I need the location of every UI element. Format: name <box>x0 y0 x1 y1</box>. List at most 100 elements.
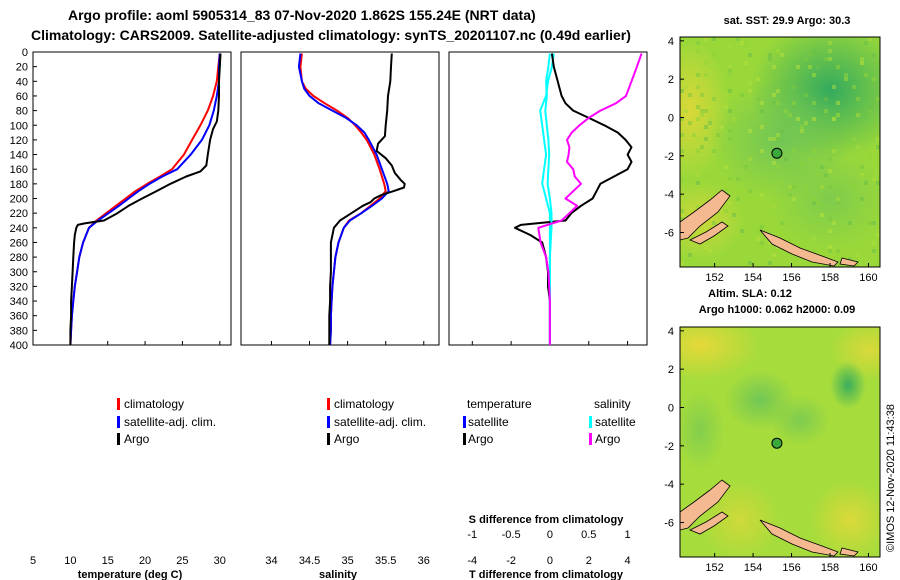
salinity-axes-frame <box>240 51 440 346</box>
sst-pixel <box>876 97 880 101</box>
sst-pixel <box>776 165 780 169</box>
small-island <box>839 257 859 267</box>
sst-pixel <box>812 197 816 201</box>
depth-tick-label: 60 <box>16 91 28 103</box>
sst-pixel <box>828 41 832 45</box>
depth-tick-label: 20 <box>16 62 28 74</box>
map-x-tick-label: 154 <box>744 562 762 574</box>
sst-pixel <box>696 73 700 77</box>
sst-pixel <box>772 137 776 141</box>
sst-pixel <box>816 201 820 205</box>
sst-pixel <box>740 177 744 181</box>
sst-pixel <box>772 161 776 165</box>
x-tick-label: 10 <box>64 555 76 567</box>
depth-tick-label: 100 <box>10 120 28 132</box>
sst-pixel <box>688 93 692 97</box>
sst-pixel <box>792 185 796 189</box>
sst-pixel <box>680 209 684 213</box>
sst-pixel <box>848 257 852 261</box>
map-x-tick-label: 156 <box>782 272 800 284</box>
new-guinea-coast <box>680 189 731 241</box>
sst-pixel <box>828 185 832 189</box>
sst-pixel <box>776 101 780 105</box>
sst-pixel <box>776 137 780 141</box>
difference-legend-temperature: temperature satellite Argo <box>463 397 532 446</box>
sst-pixel <box>756 77 760 81</box>
sst-pixel <box>792 197 796 201</box>
sst-pixel <box>788 193 792 197</box>
sst-pixel <box>816 65 820 69</box>
sst-pixel <box>772 205 776 209</box>
sst-pixel <box>760 225 764 229</box>
sst-pixel <box>772 93 776 97</box>
sst-pixel <box>860 173 864 177</box>
sst-pixel <box>696 157 700 161</box>
difference-lines <box>514 53 643 345</box>
sst-pixel <box>872 221 876 225</box>
sst-pixel <box>852 137 856 141</box>
map-y-tick-label: 2 <box>668 74 674 86</box>
sst-pixel <box>872 77 876 81</box>
sst-pixel <box>680 81 684 85</box>
sst-pixel <box>748 53 752 57</box>
x-tick-label: 25 <box>176 555 188 567</box>
sst-pixel <box>836 197 840 201</box>
sst-pixel <box>712 221 716 225</box>
sst-map: sat. SST: 29.9 Argo: 30.3 152 154 156 158 16… <box>664 15 881 284</box>
map-x-tick-label: 160 <box>859 272 877 284</box>
sst-pixel <box>812 73 816 77</box>
depth-axis: 0 20 40 60 80 100 120 140 160 180 200 220 240 260 280 3… <box>10 47 37 352</box>
s-diff-tick-label: -0.5 <box>502 529 521 541</box>
legend-satellite-swatch <box>117 416 120 428</box>
sst-pixel <box>728 201 732 205</box>
sst-pixel <box>760 241 764 245</box>
sst-pixel <box>712 97 716 101</box>
sst-pixel <box>784 109 788 113</box>
series-line-argo <box>69 53 222 345</box>
sst-pixel <box>704 137 708 141</box>
sst-pixel <box>728 129 732 133</box>
sst-pixel <box>708 105 712 109</box>
sst-pixel <box>760 109 764 113</box>
series-line-satellite-adj-clim- <box>297 53 390 345</box>
sst-pixel <box>860 61 864 65</box>
x-tick-label: 4 <box>625 555 631 567</box>
sst-pixel <box>876 37 880 41</box>
sst-pixel <box>688 253 692 257</box>
legend-climatology-label: climatology <box>124 397 184 411</box>
sst-pixel <box>872 137 876 141</box>
depth-tick-label: 360 <box>10 311 28 323</box>
sst-pixel <box>696 181 700 185</box>
sst-pixel <box>780 129 784 133</box>
new-britain-island <box>689 511 729 535</box>
sst-pixel <box>792 113 796 117</box>
depth-tick-label: 40 <box>16 76 28 88</box>
x-tick-label: -4 <box>467 555 477 567</box>
sst-map-title: sat. SST: 29.9 Argo: 30.3 <box>724 15 851 27</box>
difference-axes-frame <box>448 51 648 346</box>
sst-pixel <box>740 229 744 233</box>
sst-pixel <box>792 77 796 81</box>
sst-pixel <box>712 149 716 153</box>
sla-map-frame <box>679 326 881 558</box>
sst-pixel <box>776 49 780 53</box>
sst-pixel <box>780 53 784 57</box>
imos-credit: ©IMOS 12-Nov-2020 11:43:38 <box>885 404 897 552</box>
sst-pixel <box>836 249 840 253</box>
sst-pixel <box>696 205 700 209</box>
sst-pixel <box>812 101 816 105</box>
sst-pixel <box>768 53 772 57</box>
sst-pixel <box>796 117 800 121</box>
depth-tick-label: 280 <box>10 252 28 264</box>
legend-t-argo-swatch <box>463 433 466 445</box>
temperature-x-label: temperature (deg C) <box>78 569 183 580</box>
s-diff-tick-label: -1 <box>467 529 477 541</box>
sst-pixel <box>704 245 708 249</box>
sst-pixel <box>772 101 776 105</box>
map-y-tick-label: -4 <box>664 479 674 491</box>
sst-pixel <box>868 173 872 177</box>
sst-pixel <box>680 117 684 121</box>
sst-pixel <box>708 117 712 121</box>
depth-tick-label: 160 <box>10 164 28 176</box>
series-line-temperature-argo <box>514 53 633 345</box>
